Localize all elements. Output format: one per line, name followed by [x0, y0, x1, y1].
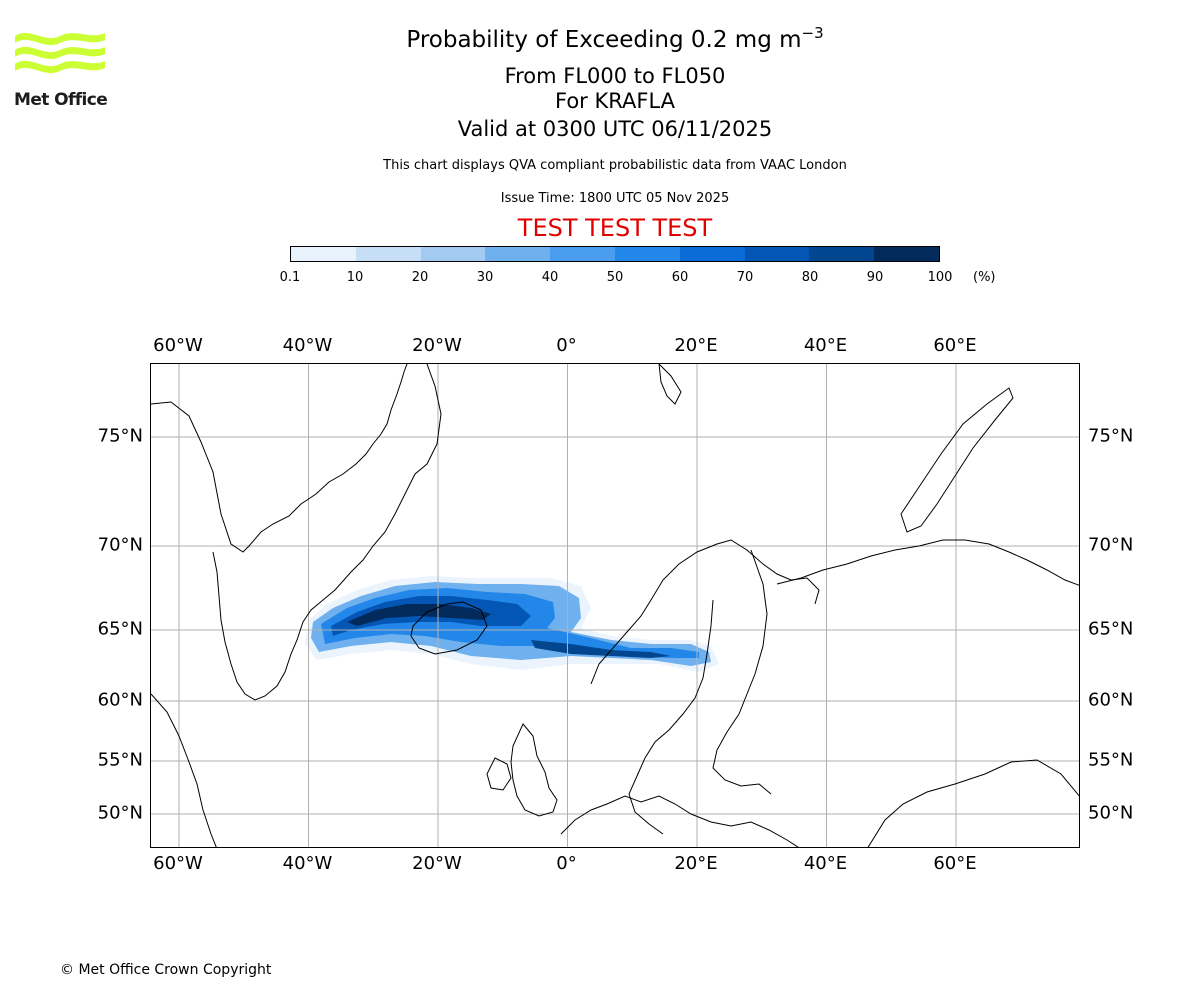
coastline-svalbard: [658, 364, 682, 405]
colorbar-tick-label: 80: [801, 270, 819, 285]
coastline-russia: [776, 539, 1079, 586]
latitude-label-right: 50°N: [1088, 802, 1134, 824]
chart-title-exponent: −3: [801, 24, 824, 42]
longitude-label-bottom: 40°W: [282, 853, 333, 874]
latitude-label-left: 55°N: [97, 749, 143, 771]
colorbar-tick-label: 40: [541, 270, 559, 285]
latitude-label-left: 70°N: [97, 534, 143, 556]
plume-contour: [347, 604, 491, 626]
coastline-greenland-east: [212, 364, 442, 701]
colorbar-segment: [614, 247, 680, 261]
coastline-greenland: [151, 364, 408, 553]
longitude-label-top: 40°W: [282, 335, 333, 356]
disclaimer: This chart displays QVA compliant probab…: [383, 158, 847, 173]
colorbar-tick-label: 90: [866, 270, 884, 285]
coastline-labrador: [151, 693, 217, 847]
latitude-label-left: 60°N: [97, 689, 143, 711]
colorbar-segment: [679, 247, 745, 261]
colorbar-segment: [355, 247, 421, 261]
ash-probability-plume: [305, 576, 719, 672]
map-panel: [150, 363, 1080, 848]
colorbar-segment: [550, 247, 615, 261]
issue-time: Issue Time: 1800 UTC 05 Nov 2025: [500, 191, 730, 206]
map-canvas: [151, 364, 1079, 847]
colorbar-segment: [485, 247, 551, 261]
copyright-notice: © Met Office Crown Copyright: [60, 962, 272, 978]
colorbar-segment: [809, 247, 875, 261]
colorbar-segment: [744, 247, 810, 261]
coastline-sweden-finland: [628, 599, 714, 835]
valid-time: Valid at 0300 UTC 06/11/2025: [457, 117, 773, 141]
colorbar-segment: [874, 247, 939, 261]
colorbar-segment: [291, 247, 356, 261]
coastline-novaya-zemlya: [900, 387, 1014, 533]
colorbar-tick-label: 60: [671, 270, 689, 285]
coastline-baltic: [712, 549, 772, 795]
coastline-uk: [510, 723, 558, 817]
colorbar-unit: (%): [973, 270, 996, 285]
colorbar-tick-label: 10: [346, 270, 364, 285]
longitude-label-bottom: 60°E: [933, 853, 977, 874]
longitude-label-top: 40°E: [803, 335, 848, 356]
colorbar-tick-label: 20: [411, 270, 429, 285]
coastline-europe: [560, 795, 799, 847]
plume-contour: [531, 640, 671, 658]
colorbar: [290, 246, 940, 262]
met-office-logo: Met Office: [14, 28, 114, 114]
chart-title-text: Probability of Exceeding 0.2 mg m: [406, 27, 802, 53]
longitude-label-top: 0°: [556, 335, 577, 356]
latitude-label-left: 50°N: [97, 802, 143, 824]
longitude-label-top: 60°W: [153, 335, 203, 356]
map-gridlines: [151, 364, 1079, 847]
colorbar-segment: [420, 247, 486, 261]
longitude-label-bottom: 20°E: [674, 853, 718, 874]
test-banner: TEST TEST TEST: [517, 214, 713, 242]
coastline-iceland: [410, 601, 488, 655]
chart-title: Probability of Exceeding 0.2 mg m−3: [0, 24, 1200, 53]
longitude-label-top: 60°E: [933, 335, 977, 356]
longitude-label-bottom: 60°W: [153, 853, 203, 874]
coastline-ireland: [486, 757, 512, 791]
latitude-label-left: 65°N: [97, 618, 143, 640]
longitude-label-top: 20°W: [412, 335, 462, 356]
met-office-wave-icon: [15, 32, 105, 74]
volcano-name: For KRAFLA: [555, 89, 675, 113]
latitude-label-right: 65°N: [1088, 618, 1134, 640]
coastlines: [151, 364, 1079, 847]
colorbar-tick-label: 100: [927, 270, 953, 285]
latitude-label-right: 55°N: [1088, 749, 1134, 771]
met-office-logo-text: Met Office: [14, 90, 108, 110]
longitude-label-bottom: 0°: [556, 853, 577, 874]
latitude-label-right: 60°N: [1088, 689, 1134, 711]
colorbar-tick-label: 70: [736, 270, 754, 285]
colorbar-tick-label: 0.1: [279, 270, 301, 285]
coastline-black-sea-area: [867, 759, 1079, 847]
longitude-label-top: 20°E: [674, 335, 718, 356]
latitude-label-right: 75°N: [1088, 425, 1134, 447]
level-range: From FL000 to FL050: [504, 64, 726, 88]
longitude-label-bottom: 40°E: [803, 853, 848, 874]
latitude-label-right: 70°N: [1088, 534, 1134, 556]
latitude-label-left: 75°N: [97, 425, 143, 447]
longitude-label-bottom: 20°W: [412, 853, 462, 874]
colorbar-tick-label: 30: [476, 270, 494, 285]
colorbar-tick-label: 50: [606, 270, 624, 285]
